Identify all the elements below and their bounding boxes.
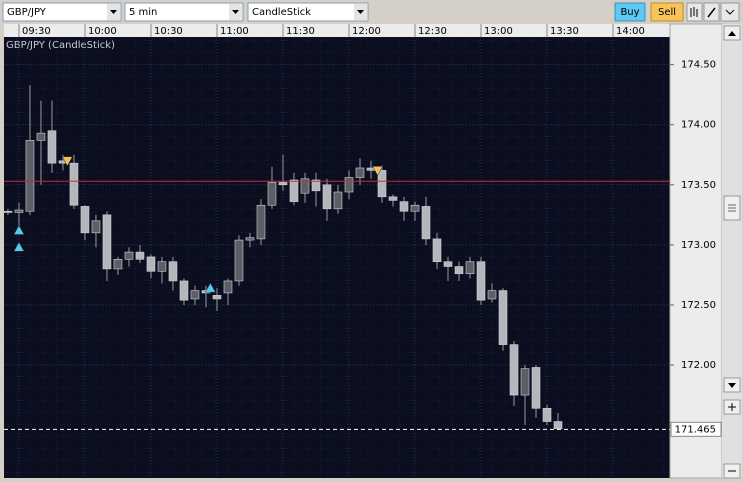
candle-body <box>553 421 563 430</box>
chart-style: CandleStick <box>252 7 311 18</box>
candle-body <box>388 196 398 201</box>
symbol-select[interactable] <box>2 2 122 22</box>
x-tick-label: 11:00 <box>220 26 249 37</box>
last-price-box <box>670 421 722 437</box>
candle-body <box>212 295 222 300</box>
candle-body <box>410 204 420 212</box>
scrollbar[interactable] <box>722 24 742 478</box>
candle-body <box>476 261 486 301</box>
signal-arrow <box>13 224 25 235</box>
sell-button[interactable] <box>650 2 684 22</box>
candle-body <box>179 280 189 301</box>
symbol: GBP/JPY <box>7 7 47 18</box>
candle-body <box>3 210 13 213</box>
sell-label: Sell <box>658 7 676 18</box>
candle-body <box>47 130 57 164</box>
candle-body <box>289 179 299 202</box>
candle-body <box>487 290 497 300</box>
y-tick-label: 172.50 <box>681 300 716 311</box>
candle-body <box>322 184 332 210</box>
candle-body <box>421 206 431 240</box>
x-tick-label: 14:00 <box>616 26 645 37</box>
candle-body <box>344 177 354 193</box>
candle-body <box>542 408 552 422</box>
candle-body <box>36 132 46 141</box>
candle-body <box>102 214 112 270</box>
candle-body <box>509 344 519 396</box>
candle-body <box>377 170 387 198</box>
candle-body <box>256 204 266 240</box>
candle-body <box>355 167 365 178</box>
x-tick-label: 10:30 <box>154 26 183 37</box>
candle-body <box>69 162 79 206</box>
y-tick-label: 172.00 <box>681 360 716 371</box>
candle-body <box>91 220 101 234</box>
x-tick-label: 10:00 <box>88 26 117 37</box>
candle-body <box>454 266 464 275</box>
y-tick-label: 173.50 <box>681 180 716 191</box>
candle-body <box>311 179 321 192</box>
chart-title: GBP/JPY (CandleStick) <box>6 40 115 51</box>
y-tick-label: 174.50 <box>681 60 716 71</box>
candle-body <box>168 261 178 282</box>
signal-arrow <box>372 166 384 176</box>
candle-body <box>300 178 310 194</box>
buy-label: Buy <box>620 7 639 18</box>
x-tick-label: 11:30 <box>286 26 315 37</box>
candle-body <box>14 209 24 213</box>
candle-body <box>498 290 508 345</box>
candle-body <box>465 261 475 275</box>
style-select[interactable] <box>247 2 369 22</box>
candle-body <box>234 239 244 282</box>
candle-body <box>223 280 233 294</box>
x-tick-label: 13:30 <box>550 26 579 37</box>
x-tick-label: 12:30 <box>418 26 447 37</box>
candle-body <box>399 201 409 212</box>
interval-select[interactable] <box>124 2 244 22</box>
y-tick-label: 173.00 <box>681 240 716 251</box>
menu-button[interactable] <box>720 2 740 22</box>
candle-body <box>443 261 453 267</box>
signal-arrow <box>61 156 73 167</box>
candle-body <box>135 251 145 260</box>
candle-body <box>267 182 277 206</box>
buy-button[interactable] <box>614 2 646 22</box>
last-price-label: 171.465 <box>675 424 716 435</box>
candle-body <box>190 290 200 300</box>
candle-body <box>146 256 156 272</box>
candle-body <box>520 368 530 396</box>
candle-body <box>80 206 90 234</box>
candle-body <box>432 238 442 263</box>
time-axis <box>4 24 670 37</box>
candle-body <box>113 259 123 270</box>
x-tick-label: 09:30 <box>22 26 51 37</box>
candle-body <box>25 140 35 212</box>
candle-body <box>245 237 255 241</box>
x-tick-label: 12:00 <box>352 26 381 37</box>
candle-body <box>124 251 134 260</box>
candle-body <box>531 367 541 409</box>
y-tick-label: 174.00 <box>681 120 716 131</box>
signal-arrow <box>204 282 216 293</box>
interval: 5 min <box>129 7 157 18</box>
candle-body <box>278 182 288 186</box>
candle-body <box>157 261 167 272</box>
price-axis <box>669 23 723 479</box>
candle-body <box>333 191 343 210</box>
minor-grid <box>4 37 670 478</box>
x-tick-label: 13:00 <box>484 26 513 37</box>
signal-arrow <box>13 241 25 252</box>
